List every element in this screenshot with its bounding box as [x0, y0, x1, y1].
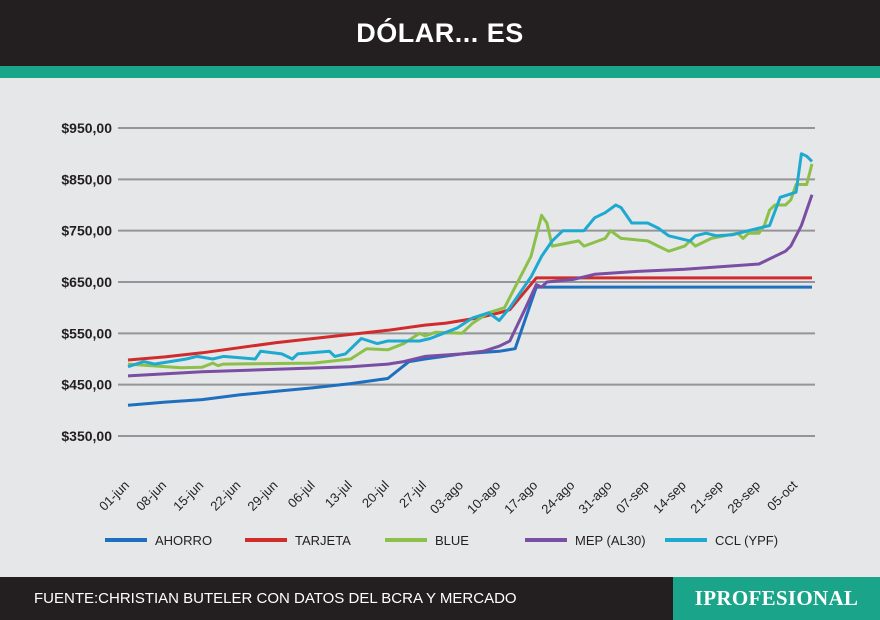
legend-label: CCL (YPF): [715, 533, 778, 548]
header: DÓLAR... ES: [0, 0, 880, 66]
x-tick-label: 14-sep: [650, 478, 689, 517]
x-tick-label: 07-sep: [613, 478, 652, 517]
series-line-mep-al30: [127, 194, 814, 378]
source-text: FUENTE:CHRISTIAN BUTELER CON DATOS DEL B…: [34, 590, 517, 607]
y-tick-label: $350,00: [61, 428, 112, 444]
x-tick-label: 22-jun: [207, 478, 243, 514]
x-tick-label: 08-jun: [133, 478, 169, 514]
x-tick-label: 17-ago: [501, 478, 540, 517]
line-chart: $350,00 $450,00 $550,00 $650,00 $750,00 $850,…: [61, 120, 815, 548]
x-tick-label: 31-ago: [575, 478, 614, 517]
x-tick-label: 01-jun: [96, 478, 132, 514]
accent-band: [0, 66, 880, 78]
x-tick-label: 29-jun: [244, 478, 280, 514]
y-tick-label: $650,00: [61, 274, 112, 290]
x-tick-label: 10-ago: [464, 478, 503, 517]
x-tick-label: 24-ago: [538, 478, 577, 517]
legend-label: TARJETA: [295, 533, 351, 548]
x-tick-label: 27-jul: [396, 477, 429, 510]
y-tick-label: $950,00: [61, 120, 112, 136]
y-tick-label: $750,00: [61, 223, 112, 239]
x-tick-label: 28-sep: [724, 478, 763, 517]
legend-label: BLUE: [435, 533, 469, 548]
legend-label: AHORRO: [155, 533, 212, 548]
y-tick-label: $850,00: [61, 171, 112, 187]
page-title: DÓLAR... ES: [356, 17, 524, 48]
footer: FUENTE:CHRISTIAN BUTELER CON DATOS DEL B…: [0, 577, 880, 620]
x-tick-label: 20-jul: [359, 477, 392, 510]
y-tick-label: $450,00: [61, 377, 112, 393]
x-tick-label: 06-jul: [285, 477, 318, 510]
x-tick-label: 05-oct: [764, 477, 800, 513]
x-tick-label: 13-jul: [322, 477, 355, 510]
legend-label: MEP (AL30): [575, 533, 646, 548]
series-line-ccl-ypf: [127, 152, 814, 369]
iprofesional-logo[interactable]: IPROFESIONAL: [673, 577, 880, 620]
y-tick-label: $550,00: [61, 325, 112, 341]
x-tick-label: 21-sep: [687, 478, 726, 517]
series-line-ahorro: [127, 285, 812, 407]
x-tick-label: 03-ago: [427, 478, 466, 517]
series-line-blue: [127, 163, 814, 370]
x-tick-label: 15-jun: [170, 478, 206, 514]
logo-text: IPROFESIONAL: [694, 586, 859, 610]
